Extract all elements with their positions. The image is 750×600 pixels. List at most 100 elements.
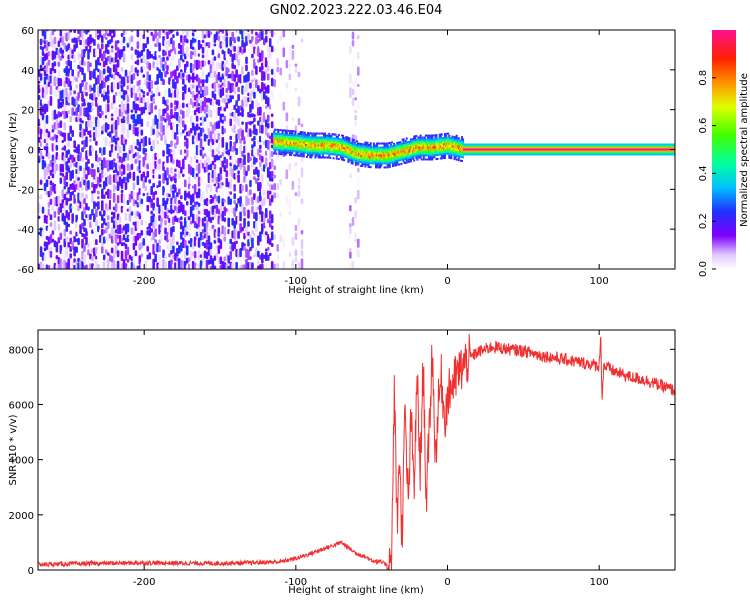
heatmap-cell bbox=[197, 188, 201, 199]
heatmap-cell bbox=[452, 145, 455, 148]
heatmap-cell bbox=[430, 144, 433, 147]
heatmap-cell bbox=[321, 154, 324, 157]
heatmap-cell bbox=[77, 71, 80, 78]
colorbar-tick-label: 0.2 bbox=[698, 213, 709, 229]
heatmap-cell bbox=[338, 154, 341, 157]
heatmap-cell bbox=[305, 135, 308, 138]
heatmap-cell bbox=[201, 241, 205, 246]
heatmap-cell bbox=[140, 97, 144, 104]
heatmap-cell bbox=[91, 46, 94, 55]
heatmap-cell bbox=[195, 223, 199, 229]
heatmap-cell bbox=[429, 136, 432, 139]
heatmap-cell bbox=[55, 114, 59, 119]
heatmap-cell bbox=[440, 155, 443, 158]
heatmap-cell bbox=[366, 163, 369, 166]
heatmap-cell bbox=[292, 136, 295, 139]
heatmap-cell bbox=[339, 146, 342, 149]
heatmap-cell bbox=[394, 160, 397, 163]
heatmap-cell bbox=[352, 143, 355, 146]
heatmap-cell bbox=[229, 198, 233, 205]
heatmap-cell bbox=[425, 134, 428, 137]
heatmap-cell bbox=[309, 132, 312, 135]
heatmap-cell bbox=[384, 156, 387, 159]
heatmap-cell bbox=[415, 141, 418, 144]
heatmap-cell bbox=[47, 41, 51, 47]
heatmap-cell bbox=[450, 137, 453, 140]
heatmap-cell bbox=[130, 46, 134, 51]
heatmap-cell bbox=[356, 160, 359, 163]
heatmap-cell bbox=[199, 86, 203, 93]
heatmap-cell bbox=[158, 54, 161, 58]
heatmap-cell bbox=[166, 40, 169, 46]
heatmap-cell bbox=[61, 259, 65, 269]
heatmap-cell bbox=[268, 38, 272, 48]
heatmap-cell bbox=[262, 140, 266, 146]
heatmap-cell bbox=[63, 68, 67, 74]
heatmap-cell bbox=[352, 158, 355, 161]
heatmap-cell bbox=[217, 142, 221, 151]
heatmap-cell bbox=[419, 150, 422, 153]
heatmap-cell bbox=[51, 182, 55, 192]
heatmap-cell bbox=[458, 151, 461, 154]
heatmap-cell bbox=[85, 96, 88, 104]
heatmap-cell bbox=[158, 245, 161, 253]
heatmap-cell bbox=[69, 80, 72, 91]
heatmap-cell bbox=[75, 96, 78, 106]
heatmap-cell bbox=[393, 154, 396, 157]
heatmap-cell bbox=[187, 176, 191, 184]
heatmap-cell bbox=[112, 220, 116, 229]
heatmap-cell bbox=[297, 148, 300, 151]
heatmap-cell bbox=[128, 213, 132, 222]
heatmap-cell bbox=[237, 86, 240, 93]
heatmap-cell bbox=[418, 152, 421, 155]
heatmap-cell bbox=[215, 186, 219, 193]
heatmap-cell bbox=[349, 151, 352, 154]
heatmap-cell bbox=[341, 138, 344, 141]
heatmap-cell bbox=[87, 166, 90, 176]
heatmap-cell bbox=[87, 102, 90, 113]
heatmap-cell bbox=[438, 149, 441, 152]
heatmap-cell bbox=[456, 140, 459, 143]
heatmap-cell bbox=[241, 227, 244, 232]
heatmap-cell bbox=[47, 74, 51, 82]
heatmap-cell bbox=[120, 76, 124, 85]
heatmap-cell bbox=[356, 152, 359, 155]
heatmap-cell bbox=[180, 231, 183, 240]
heatmap-cell bbox=[65, 262, 69, 269]
heatmap-cell bbox=[326, 150, 329, 153]
heatmap-cell bbox=[410, 146, 413, 149]
heatmap-cell bbox=[162, 222, 165, 231]
heatmap-cell bbox=[180, 73, 183, 80]
heatmap-cell bbox=[438, 135, 441, 138]
heatmap-cell bbox=[203, 223, 207, 233]
heatmap-cell bbox=[108, 30, 112, 37]
heatmap-cell bbox=[213, 70, 217, 78]
heatmap-cell bbox=[386, 148, 389, 151]
heatmap-cell bbox=[69, 154, 72, 160]
heatmap-cell bbox=[101, 70, 104, 79]
heatmap-cell bbox=[436, 147, 439, 150]
heatmap-cell bbox=[201, 60, 205, 67]
heatmap-cell bbox=[453, 138, 456, 141]
heatmap-cell bbox=[152, 191, 155, 201]
heatmap-cell bbox=[433, 148, 436, 151]
heatmap-cell bbox=[91, 263, 94, 269]
heatmap-cell bbox=[311, 154, 314, 157]
heatmap-cell bbox=[178, 205, 181, 214]
heatmap-cell bbox=[221, 125, 225, 135]
heatmap-cell bbox=[297, 142, 300, 145]
heatmap-cell bbox=[383, 156, 386, 159]
heatmap-cell bbox=[259, 254, 262, 260]
heatmap-cell bbox=[243, 243, 246, 247]
heatmap-cell bbox=[270, 144, 274, 149]
heatmap-cell bbox=[321, 148, 324, 151]
heatmap-cell bbox=[257, 250, 260, 258]
heatmap-cell bbox=[239, 196, 242, 207]
heatmap-cell bbox=[320, 148, 323, 151]
heatmap-cell bbox=[438, 139, 441, 142]
heatmap-cell bbox=[332, 143, 335, 146]
heatmap-cell bbox=[130, 155, 134, 163]
heatmap-cell bbox=[346, 148, 349, 151]
heatmap-cell bbox=[99, 83, 102, 94]
heatmap-cell bbox=[128, 70, 132, 82]
